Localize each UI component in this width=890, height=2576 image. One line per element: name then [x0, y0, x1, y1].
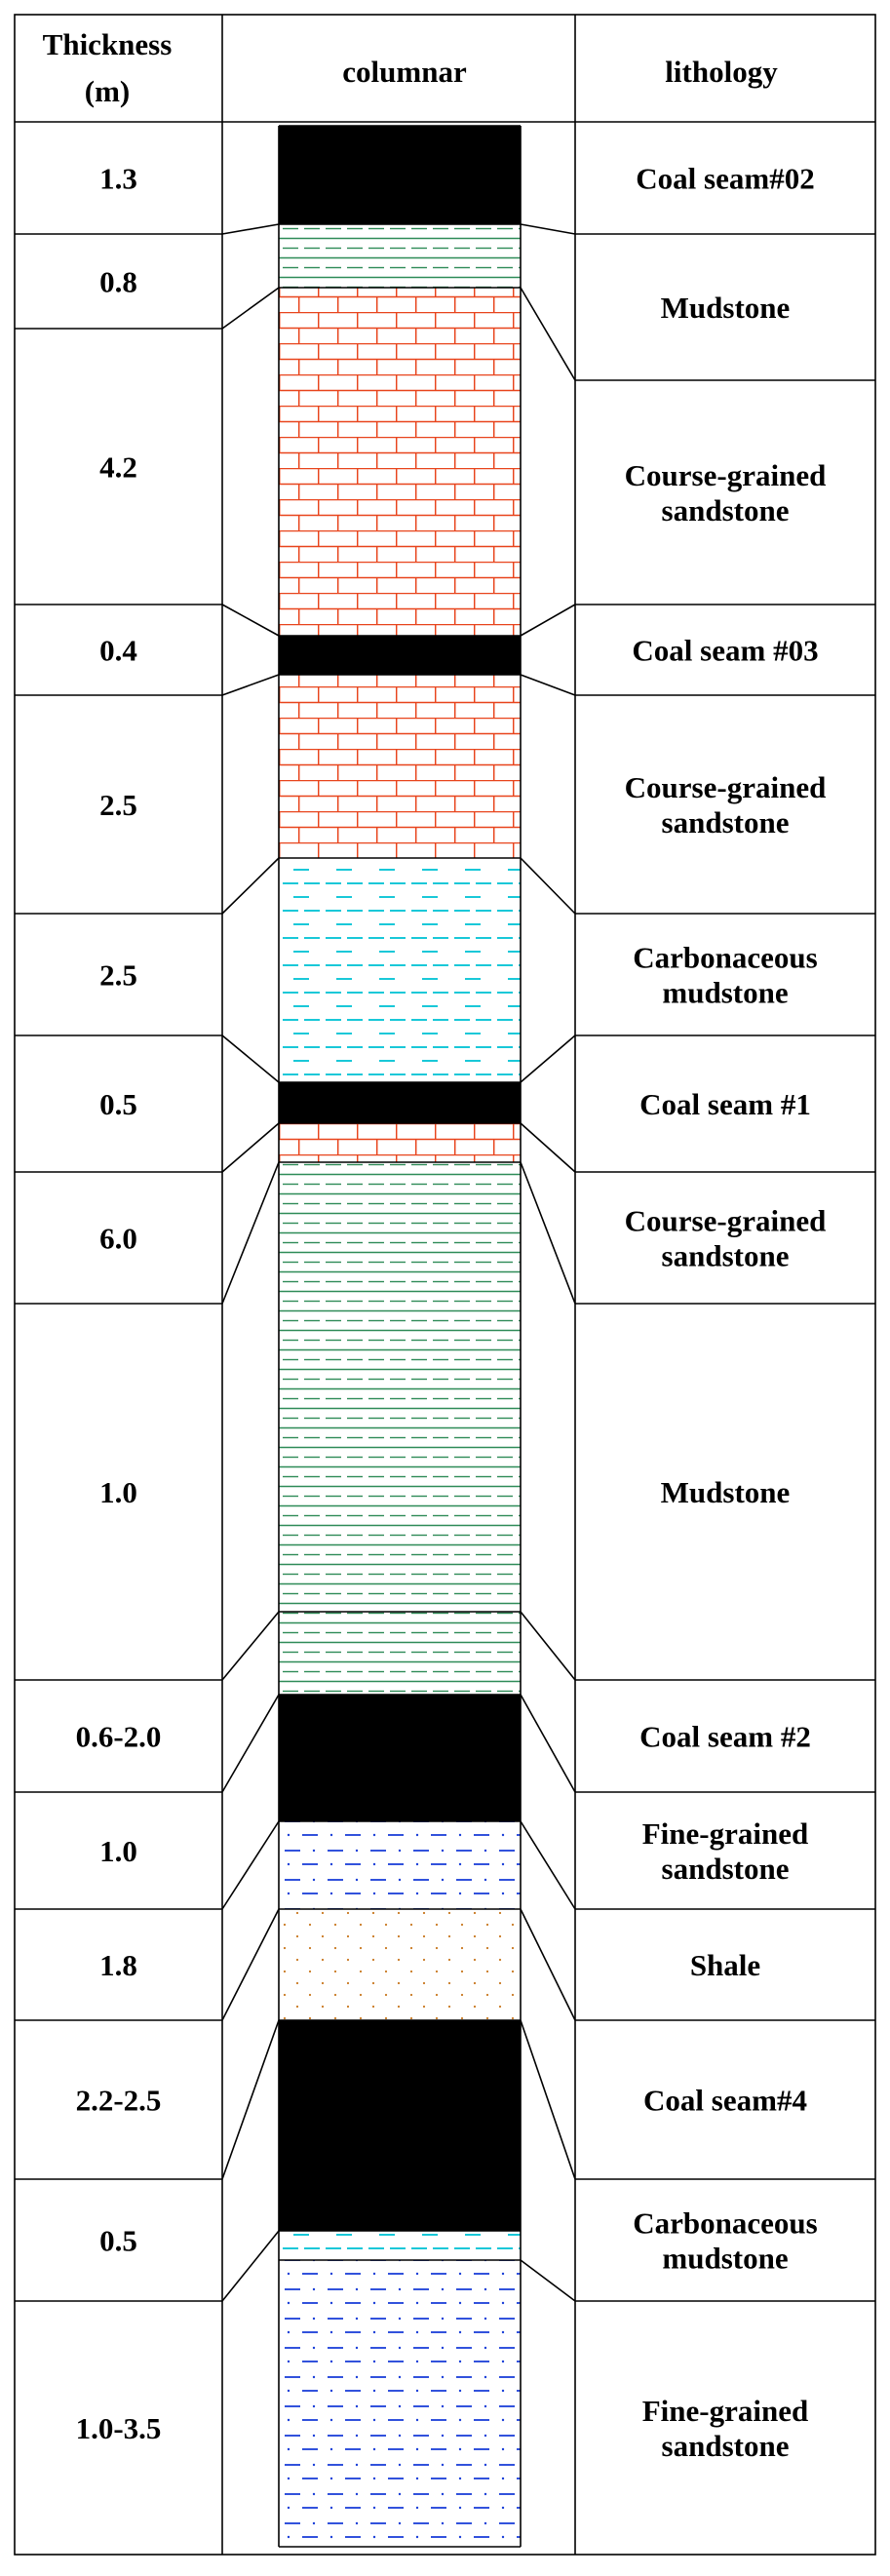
thickness-value: 4.2: [99, 450, 137, 485]
thickness-value: 0.6-2.0: [76, 1720, 162, 1754]
thickness-value: 2.5: [99, 788, 137, 822]
lithology-label: mudstone: [662, 2242, 788, 2276]
lithology-label: Coal seam #1: [639, 1087, 811, 1121]
thickness-connector: [221, 857, 280, 915]
column-layer-coal: [279, 1082, 521, 1123]
header-thickness-unit: (m): [85, 74, 130, 108]
thickness-connector: [221, 1820, 280, 1910]
lithology-label: Coal seam#4: [643, 2084, 807, 2118]
column-layer-mudstone: [279, 224, 521, 288]
lithology-connector: [520, 674, 576, 696]
thickness-value: 6.0: [99, 1222, 137, 1256]
lithology-connector: [520, 1161, 576, 1305]
column-layer-sandstone: [279, 675, 521, 858]
thickness-connector: [221, 1908, 280, 2021]
thickness-connector: [221, 674, 280, 696]
thickness-connector: [221, 223, 280, 235]
column-layer-coal: [279, 126, 521, 224]
lithology-label: Mudstone: [661, 1475, 791, 1509]
lithology-connector: [520, 1034, 576, 1083]
thickness-connector: [221, 604, 280, 637]
thickness-connector: [221, 1034, 280, 1083]
thickness-connector: [221, 1122, 280, 1173]
lithology-label: Fine-grained: [642, 1816, 809, 1851]
header-columnar: columnar: [342, 55, 467, 89]
column-layer-coal: [279, 636, 521, 675]
lithology-label: Course-grained: [625, 458, 827, 492]
figure-frame: [14, 14, 876, 2556]
column-layer-fine-sandstone: [279, 2260, 521, 2547]
thickness-value: 1.8: [99, 1948, 137, 1982]
lithology-label: Course-grained: [625, 1204, 827, 1238]
column-layer-carbonaceous-mudstone: [279, 858, 521, 1082]
lithology-label: sandstone: [662, 1852, 790, 1886]
lithology-label: sandstone: [662, 493, 790, 527]
thickness-connector: [221, 1694, 280, 1793]
header-thickness: Thickness: [43, 27, 173, 61]
thickness-value: 1.3: [99, 162, 137, 196]
thickness-value: 0.4: [99, 634, 137, 668]
lithology-connector: [520, 1908, 576, 2021]
lithology-connector: [520, 2019, 576, 2180]
column-layer-fine-sandstone: [279, 1821, 521, 1909]
lithology-label: Shale: [690, 1948, 760, 1982]
lithology-connector: [520, 1694, 576, 1793]
lithology-label: Mudstone: [661, 291, 791, 325]
column-layer-carbonaceous-mudstone: [279, 2231, 521, 2260]
column-layer-sandstone: [279, 1123, 521, 1162]
thickness-value: 0.8: [99, 265, 137, 299]
lithology-label: sandstone: [662, 2429, 790, 2463]
lithology-label: Course-grained: [625, 770, 827, 804]
lithology-connector: [520, 1611, 576, 1681]
lithology-connector: [520, 1820, 576, 1910]
lithology-label: Carbonaceous: [633, 2206, 817, 2241]
lithology-connector: [520, 604, 576, 637]
thickness-connector: [221, 2019, 280, 2180]
lithology-label: sandstone: [662, 1239, 790, 1273]
column-layer-coal: [279, 1695, 521, 1821]
lithology-label: Coal seam #2: [639, 1720, 811, 1754]
thickness-connector: [221, 1611, 280, 1681]
thickness-value: 0.5: [99, 1087, 137, 1121]
thickness-value: 1.0: [99, 1834, 137, 1868]
thickness-connector: [221, 1161, 280, 1305]
lithology-connector: [520, 223, 576, 235]
lithology-label: Coal seam #03: [632, 634, 818, 668]
lithology-label: Carbonaceous: [633, 941, 817, 975]
column-layer-coal: [279, 2020, 521, 2231]
thickness-value: 2.5: [99, 958, 137, 993]
lithology-label: Fine-grained: [642, 2394, 809, 2428]
thickness-value: 2.2-2.5: [76, 2084, 162, 2118]
column-layer-shale: [279, 1909, 521, 2020]
thickness-connector: [221, 287, 280, 330]
lithology-label: sandstone: [662, 805, 790, 839]
column-layer-sandstone: [279, 288, 521, 636]
lithology-label: mudstone: [662, 976, 788, 1010]
column-layer-mudstone: [279, 1162, 521, 1695]
lithology-label: Coal seam#02: [636, 162, 814, 196]
lithology-connector: [520, 2259, 576, 2302]
thickness-value: 1.0: [99, 1475, 137, 1509]
lithology-connector: [520, 857, 576, 915]
lithology-connector: [520, 1122, 576, 1173]
lithology-connector: [520, 287, 576, 381]
thickness-value: 1.0-3.5: [76, 2411, 162, 2445]
thickness-connector: [221, 2230, 280, 2302]
header-lithology: lithology: [665, 55, 778, 89]
thickness-value: 0.5: [99, 2224, 137, 2258]
